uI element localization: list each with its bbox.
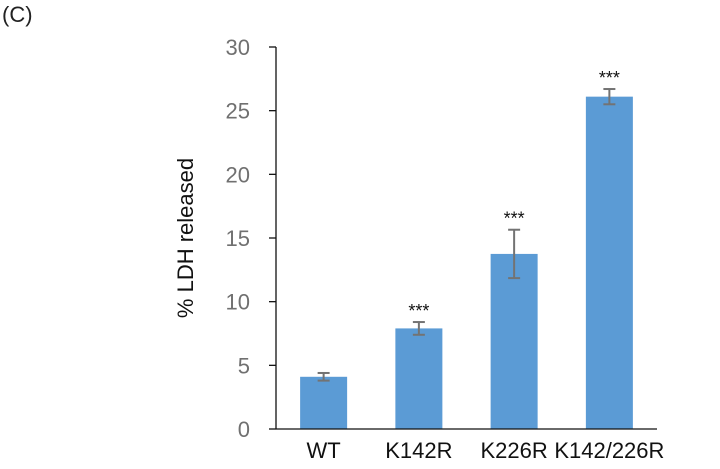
y-tick-label: 20	[226, 162, 250, 187]
significance-marker: ***	[408, 301, 429, 321]
y-tick-label: 0	[238, 417, 250, 442]
y-tick-label: 25	[226, 99, 250, 124]
panel-label: (C)	[2, 2, 33, 27]
x-tick-label: WT	[307, 438, 341, 463]
y-tick-label: 10	[226, 290, 250, 315]
y-tick-label: 5	[238, 353, 250, 378]
y-tick-label: 30	[226, 35, 250, 60]
bar-k142-226r	[585, 96, 633, 429]
bar-k142r	[395, 328, 443, 429]
significance-marker: ***	[599, 68, 620, 88]
y-tick-label: 15	[226, 226, 250, 251]
y-axis-label: % LDH released	[173, 158, 198, 318]
bar-k226r	[490, 253, 538, 429]
x-tick-label: K142R	[385, 438, 452, 463]
x-tick-label: K142/226R	[554, 438, 664, 463]
significance-marker: ***	[504, 209, 525, 229]
bar-wt	[300, 376, 348, 429]
x-tick-label: K226R	[480, 438, 547, 463]
